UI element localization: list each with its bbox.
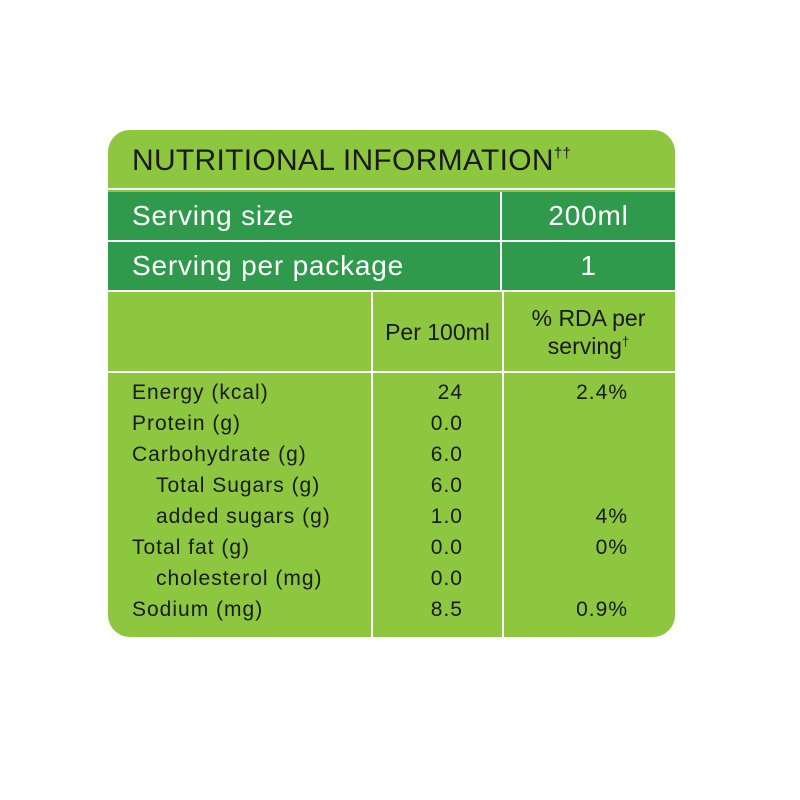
divider [371, 290, 373, 637]
rda-value: 0% [595, 536, 628, 559]
divider [108, 240, 675, 242]
divider [500, 192, 502, 290]
column-mark: † [621, 334, 630, 349]
per-100ml-value: 0.0 [430, 536, 463, 559]
rda-value: 4% [595, 505, 628, 528]
per-100ml-value: 0.0 [430, 567, 463, 590]
divider [502, 290, 504, 637]
nutrient-name: Energy (kcal) [132, 381, 269, 404]
per-100ml-value: 0.0 [430, 412, 463, 435]
rda-value: 0.9% [576, 598, 628, 621]
nutrient-name: cholesterol (mg) [156, 567, 323, 590]
nutrient-name: Sodium (mg) [132, 598, 264, 621]
title-mark: †† [553, 145, 572, 162]
per-100ml-value: 6.0 [430, 474, 463, 497]
title: NUTRITIONAL INFORMATION [132, 144, 554, 177]
per-100ml-value: 1.0 [430, 505, 463, 528]
divider [108, 290, 675, 292]
serving-label: Serving per package [132, 250, 405, 281]
rda-value: 2.4% [576, 381, 628, 404]
per-100ml-value: 24 [437, 381, 463, 404]
column-header: % RDA per serving [531, 305, 646, 359]
serving-value: 200ml [548, 200, 629, 231]
nutrient-name: Total fat (g) [132, 536, 251, 559]
nutrient-name: Total Sugars (g) [156, 474, 321, 497]
column-header: Per 100ml [385, 319, 490, 345]
serving-label: Serving size [132, 200, 295, 231]
per-100ml-value: 6.0 [430, 443, 463, 466]
nutrient-name: Protein (g) [132, 412, 242, 435]
nutrition-label: NUTRITIONAL INFORMATION†† Serving size 2… [108, 130, 675, 637]
nutrient-name: added sugars (g) [156, 505, 331, 528]
serving-row: Serving per package 1 [108, 242, 675, 290]
title-wrap: NUTRITIONAL INFORMATION†† [132, 144, 571, 178]
per-100ml-value: 8.5 [430, 598, 463, 621]
column-header-wrap: % RDA per serving† [516, 306, 661, 358]
nutrient-name: Carbohydrate (g) [132, 443, 307, 466]
divider [108, 371, 675, 373]
divider [108, 188, 675, 190]
serving-value: 1 [580, 250, 597, 281]
serving-row: Serving size 200ml [108, 192, 675, 240]
